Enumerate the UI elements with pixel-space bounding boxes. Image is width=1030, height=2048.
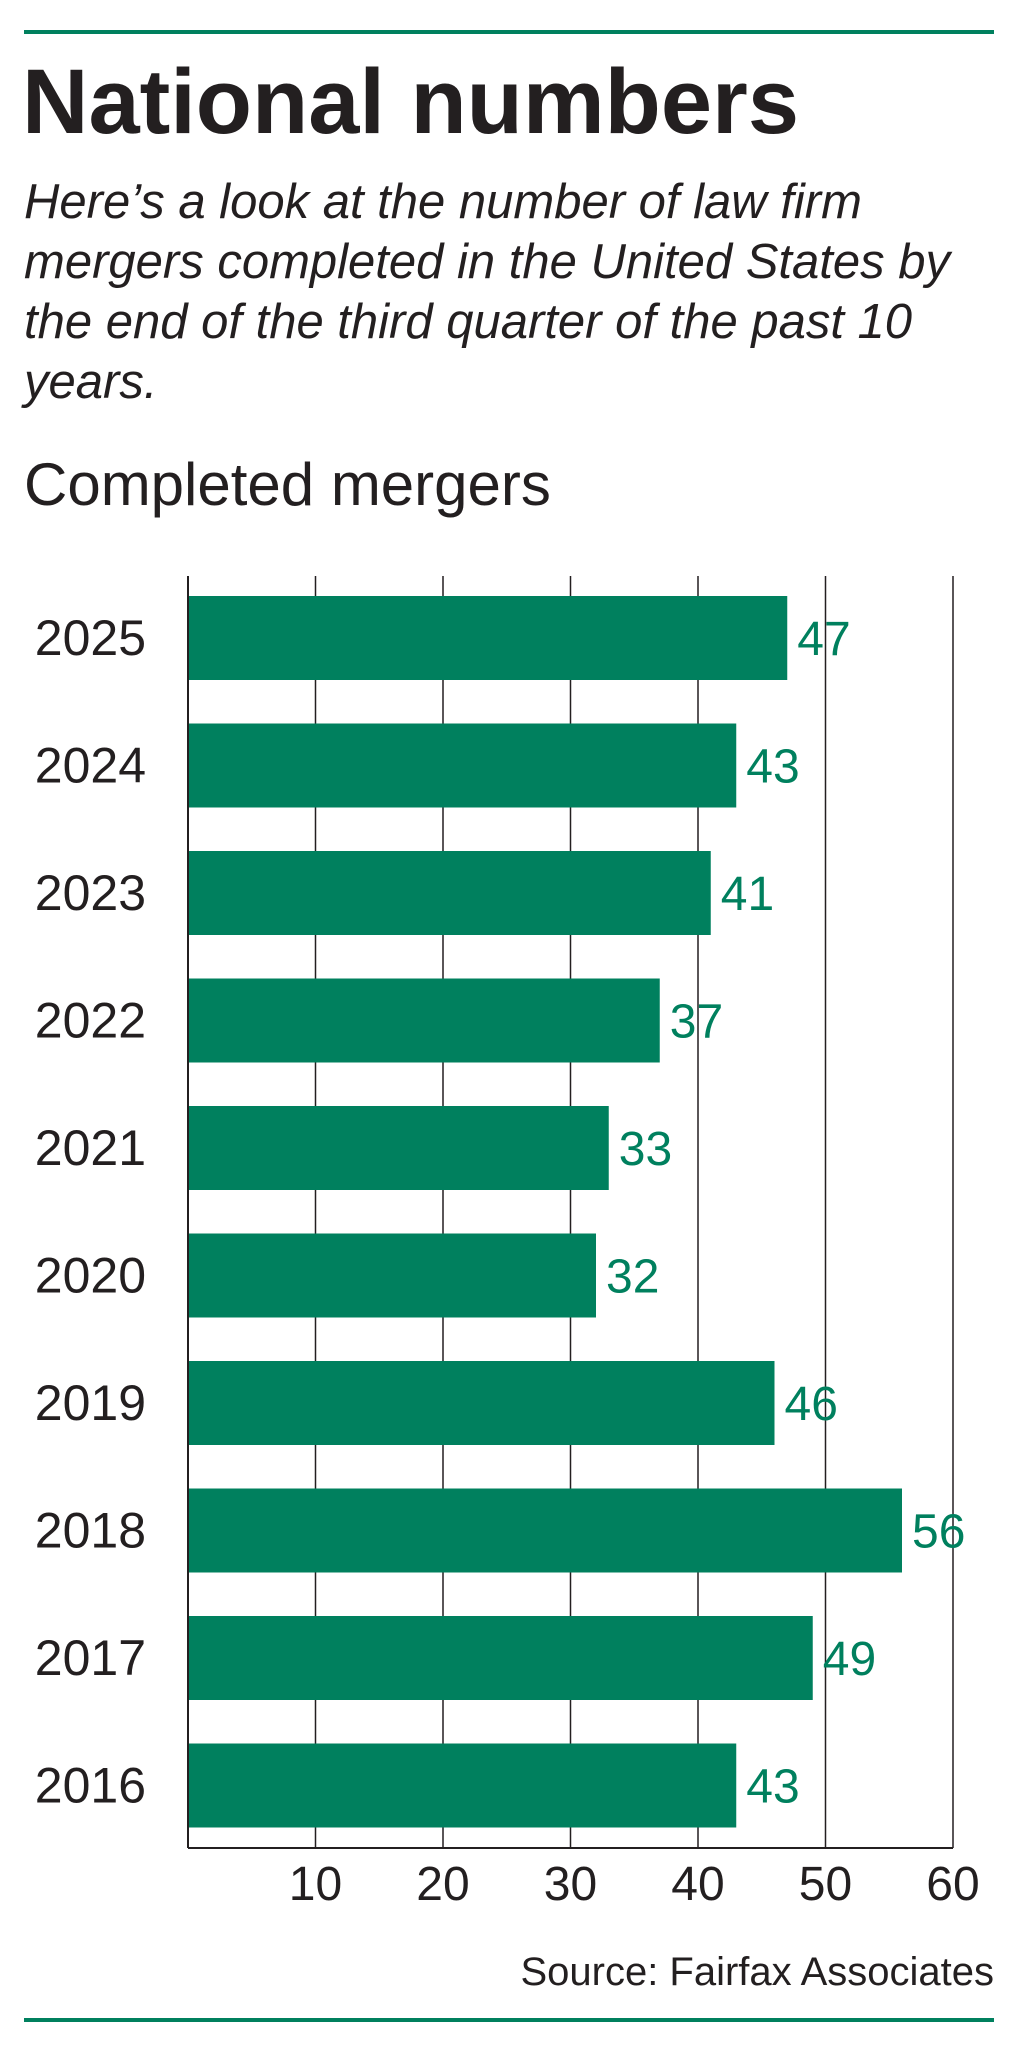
bar-2018 [188, 1488, 902, 1573]
x-tick-label-50: 50 [799, 1858, 852, 1910]
data-label-2017: 49 [823, 1633, 876, 1686]
data-label-2019: 46 [785, 1378, 838, 1431]
data-label-2018: 56 [912, 1506, 965, 1559]
data-label-2020: 32 [606, 1251, 659, 1304]
category-label-2017: 2017 [35, 1630, 146, 1686]
data-label-2025: 47 [797, 613, 850, 666]
bar-2024 [188, 723, 737, 808]
x-tick-label-20: 20 [416, 1858, 469, 1910]
data-label-2016: 43 [746, 1761, 799, 1814]
bar-2023 [188, 851, 711, 935]
category-label-2022: 2022 [35, 993, 146, 1049]
category-label-2025: 2025 [35, 610, 146, 666]
page-subtitle: Here’s a look at the number of law firm … [24, 175, 951, 409]
category-label-2018: 2018 [35, 1503, 146, 1559]
category-label-2019: 2019 [35, 1375, 146, 1431]
bar-2017 [188, 1616, 813, 1700]
x-tick-label-30: 30 [544, 1858, 597, 1910]
bottom-rule [24, 2018, 994, 2022]
bar-2016 [188, 1743, 737, 1828]
top-rule [24, 30, 994, 34]
category-label-2021: 2021 [35, 1120, 146, 1176]
bar-2022 [188, 978, 660, 1063]
bar-2025 [188, 596, 788, 680]
x-tick-label-40: 40 [671, 1858, 724, 1910]
data-label-2023: 41 [721, 868, 774, 921]
chart-title: Completed mergers [24, 451, 551, 518]
x-tick-label-10: 10 [289, 1858, 342, 1910]
source-note: Source: Fairfax Associates [520, 1950, 994, 1994]
category-label-2016: 2016 [35, 1758, 146, 1814]
data-label-2021: 33 [619, 1123, 672, 1176]
category-label-2023: 2023 [35, 865, 146, 921]
data-label-2022: 37 [670, 996, 723, 1049]
category-label-2024: 2024 [35, 738, 146, 794]
x-tick-label-60: 60 [926, 1858, 979, 1910]
bar-2020 [188, 1233, 596, 1318]
data-label-2024: 43 [746, 741, 799, 794]
page-title: National numbers [22, 51, 800, 153]
bar-2019 [188, 1361, 775, 1445]
category-label-2020: 2020 [35, 1248, 146, 1304]
bar-chart: 2025 47 2024 43 2023 41 2022 37 2021 33 2020 32 2019… [35, 576, 980, 1910]
bar-2021 [188, 1106, 609, 1190]
